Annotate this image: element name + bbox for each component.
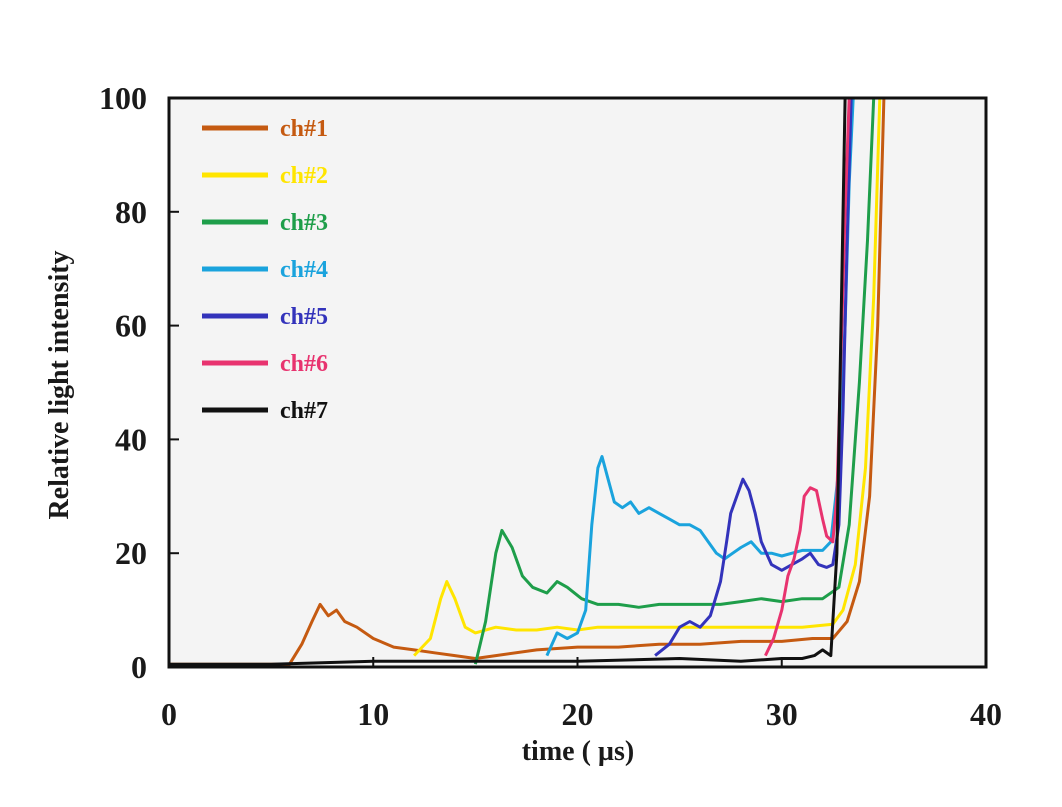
legend-label: ch#4	[280, 257, 328, 283]
y-tick-label: 0	[131, 649, 147, 685]
ticks-layer: 0 10 20 30 40 0 20 40 60 80 100	[99, 80, 1002, 732]
series-layer	[169, 97, 886, 666]
y-tick-label: 60	[115, 308, 147, 344]
x-axis-label: time ( µs)	[522, 736, 635, 767]
series-line-ch5	[654, 97, 853, 657]
legend: ch#1 ch#2 ch#3 ch#4 ch#5 ch#6 ch#7	[202, 116, 328, 424]
legend-label: ch#5	[280, 304, 328, 330]
x-tick-label: 30	[766, 696, 798, 732]
series-line-ch1	[169, 97, 886, 666]
x-tick-label: 0	[161, 696, 177, 732]
legend-label: ch#1	[280, 116, 328, 142]
legend-label: ch#3	[280, 210, 328, 236]
x-tick-label: 40	[970, 696, 1002, 732]
series-line-ch2	[413, 97, 882, 657]
legend-label: ch#2	[280, 163, 328, 189]
y-axis-label: Relative light intensity	[44, 250, 75, 519]
y-tick-label: 20	[115, 535, 147, 571]
legend-label: ch#6	[280, 351, 328, 377]
legend-label: ch#7	[280, 398, 328, 424]
y-tick-label: 40	[115, 421, 147, 457]
y-tick-label: 100	[99, 80, 147, 116]
y-tick-label: 80	[115, 194, 147, 230]
series-line-ch3	[473, 97, 876, 665]
x-tick-label: 20	[562, 696, 594, 732]
x-tick-label: 10	[357, 696, 389, 732]
series-line-ch4	[545, 97, 855, 657]
